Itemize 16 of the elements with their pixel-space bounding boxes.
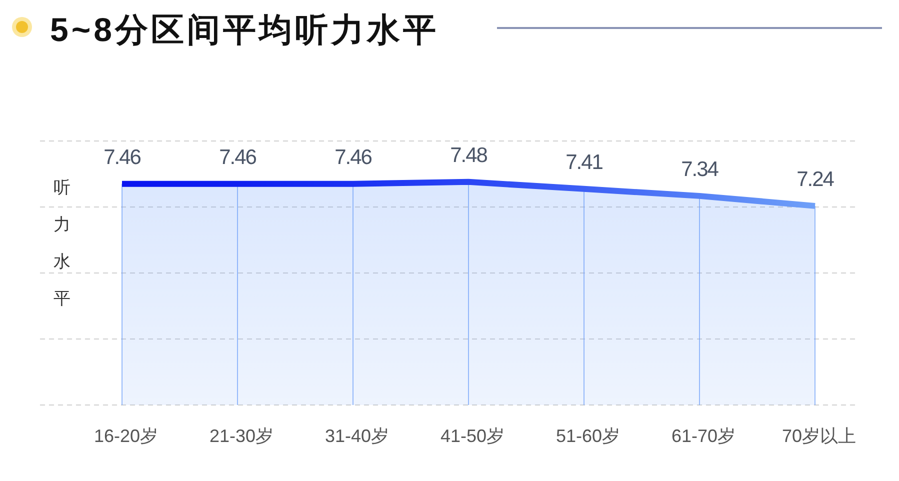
x-tick-label: 31-40岁 bbox=[324, 426, 390, 446]
x-tick-label: 41-50岁 bbox=[440, 426, 505, 446]
chart-title: 5~8分区间平均听力水平 bbox=[50, 11, 439, 48]
data-label: 7.41 bbox=[566, 150, 603, 174]
data-label: 7.48 bbox=[450, 144, 488, 167]
data-label: 7.46 bbox=[104, 146, 141, 169]
y-axis-title: 听力水平 bbox=[54, 178, 70, 308]
data-label: 7.24 bbox=[796, 168, 835, 191]
x-tick-label: 16-20岁 bbox=[94, 426, 158, 446]
x-tick-label: 51-60岁 bbox=[556, 426, 620, 446]
x-tick-label: 70岁以上 bbox=[782, 426, 856, 446]
data-label: 7.34 bbox=[681, 158, 720, 181]
data-label: 7.46 bbox=[334, 146, 372, 169]
x-tick-label: 21-30岁 bbox=[209, 426, 274, 446]
data-label: 7.46 bbox=[219, 146, 256, 169]
x-tick-label: 61-70岁 bbox=[671, 426, 736, 446]
